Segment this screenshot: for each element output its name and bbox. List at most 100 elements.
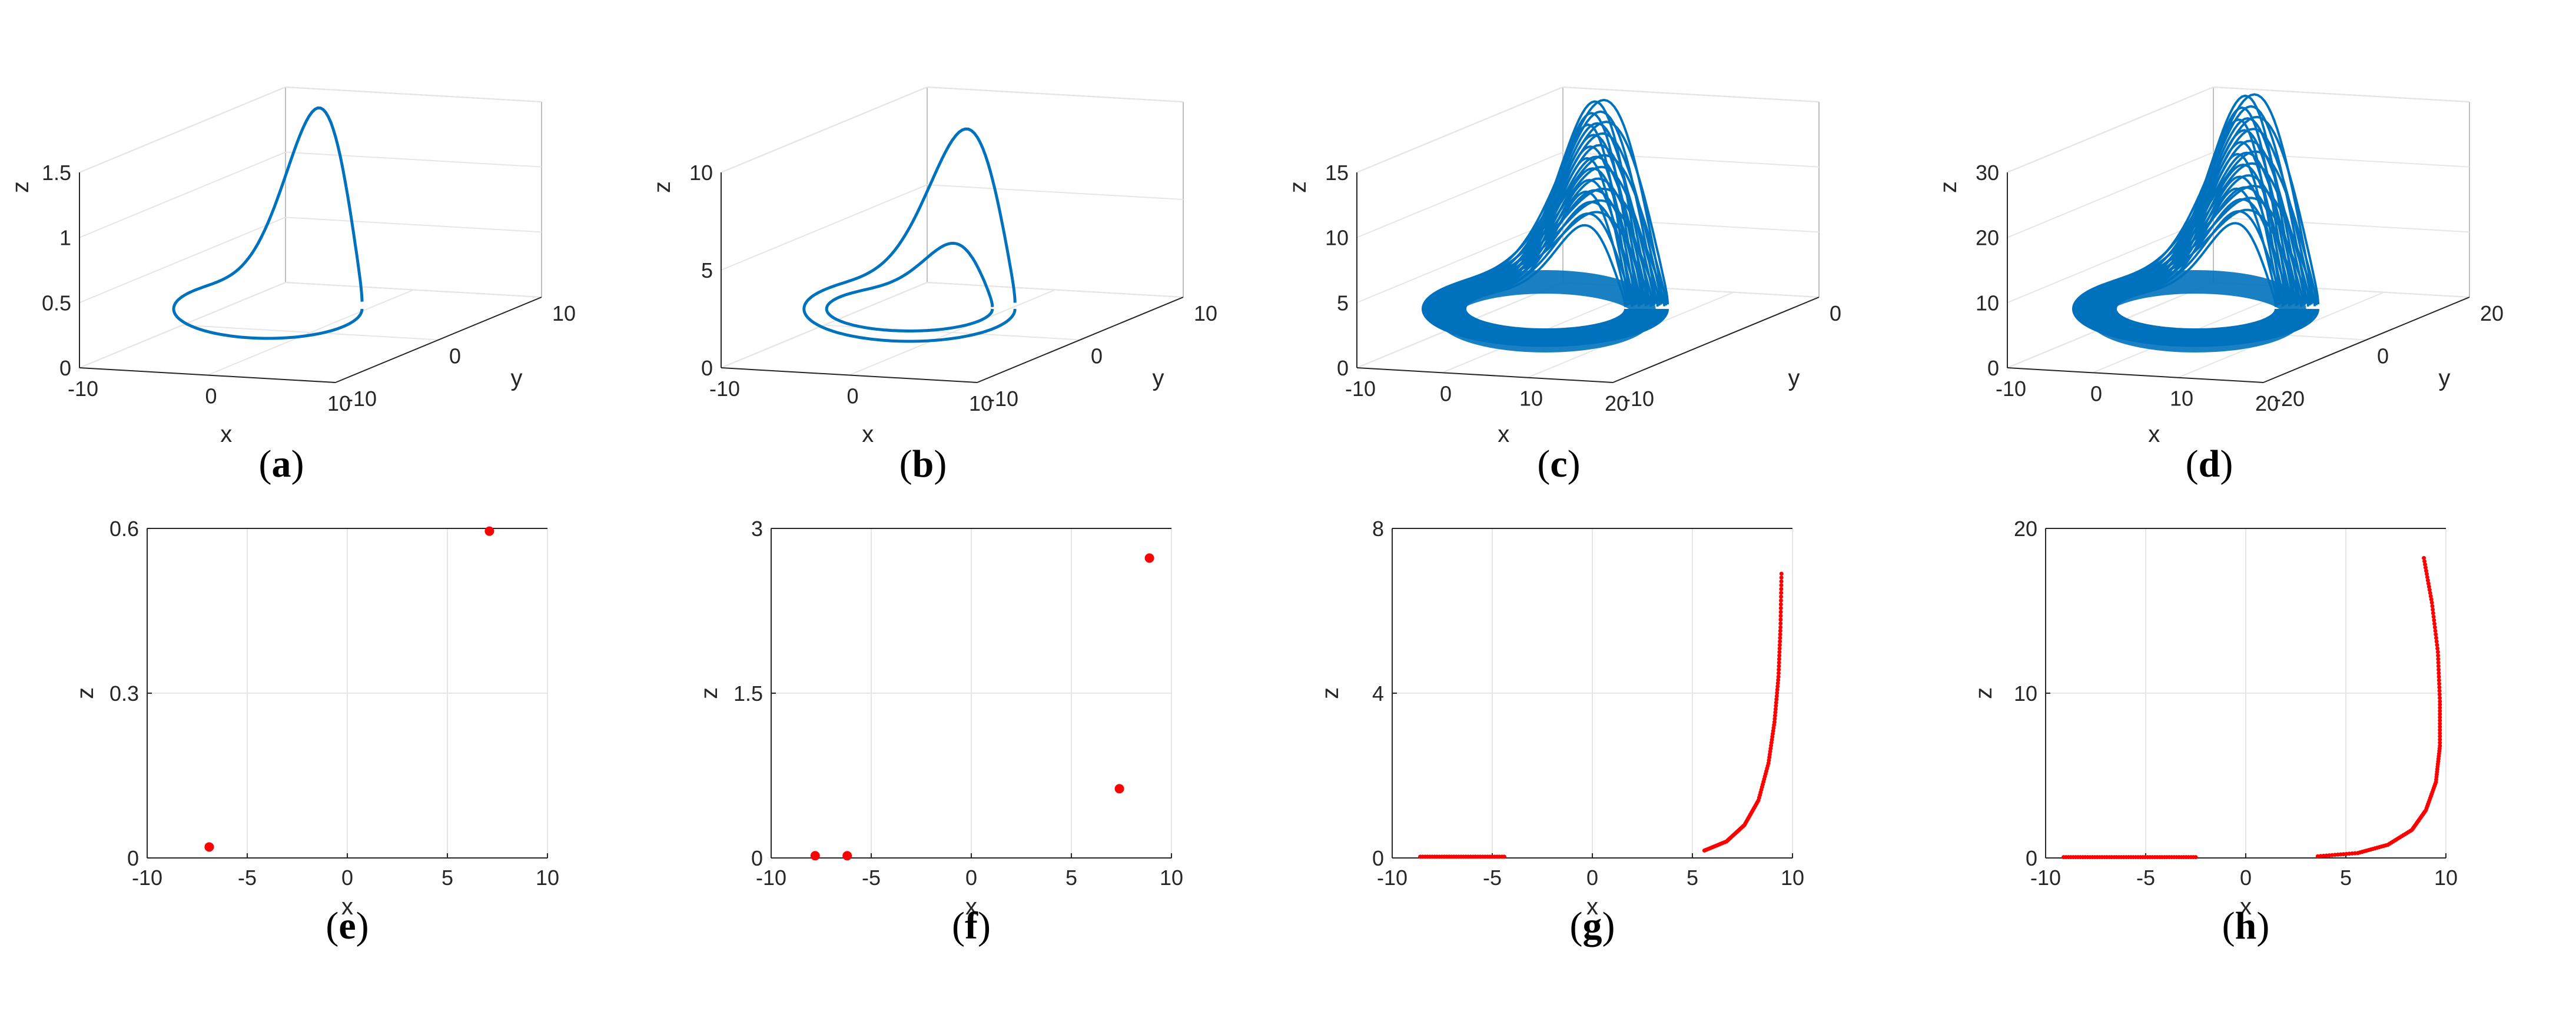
section-point [1777,660,1781,665]
section-point [2425,578,2430,583]
z-tick-label: 0 [1987,356,1999,380]
section-point [2437,685,2442,690]
section-point [2428,591,2432,596]
y-tick-label: 0 [127,846,139,870]
section-point [1144,553,1154,563]
x-tick-label: 0 [2090,381,2102,405]
section-point [2433,628,2438,633]
section-point [1778,632,1782,637]
section-point [842,851,852,861]
x-tick-label: 10 [2434,866,2458,890]
grid-line [1562,217,1820,233]
grid-line [285,151,542,168]
y-tick-label: 0 [751,846,763,870]
x-tick-label: 0 [1440,381,1452,405]
scatter-panel-e: -10 -5 0 5 10 0 0.3 0.6 x z (e) [72,517,559,947]
x-tick-label: -10 [1996,377,2026,401]
panel-caption: (h) [2222,904,2270,947]
trajectory-line [825,241,994,332]
section-point [1776,671,1781,676]
section-point [2431,607,2435,612]
y-tick-label: 20 [2480,301,2504,325]
section-point [2438,696,2442,700]
section-point [1779,571,1784,576]
y-tick-label: -10 [988,387,1018,411]
grid-line [2007,217,2214,304]
section-point [2431,614,2436,619]
y-tick-label: -10 [1624,387,1654,411]
x-tick-label: 0 [2240,866,2252,890]
x-tick-label: -5 [1483,866,1502,890]
x-tick-label: -10 [1345,377,1376,401]
section-point [2431,611,2435,616]
section-point [2429,597,2434,602]
grid-line [927,87,1184,102]
section-point [1777,667,1781,672]
trajectory-band [2085,270,2306,352]
z-axis-label: z [1285,181,1311,193]
section-point [1775,691,1780,695]
y-axis-label: z [1317,687,1343,699]
grid-line [2213,87,2470,102]
y-axis-label: z [72,687,98,699]
section-point [1777,646,1782,651]
section-point [2435,643,2439,647]
x-axis-label: x [220,421,232,447]
section-point [1777,657,1781,661]
grid-line [182,324,439,341]
section-point [2438,702,2442,707]
grid-line [79,87,286,173]
y-tick-label: 0 [1830,301,1841,325]
section-point [2438,708,2442,713]
y-tick-label: 3 [751,517,763,541]
section-point [2424,568,2428,573]
section-point [1779,575,1784,580]
x-axis-label: x [2148,421,2160,447]
y-axis-line [1612,297,1820,383]
y-tick-label: 1.5 [733,681,763,706]
section-point [2438,728,2442,733]
section-point [1778,639,1782,644]
section-point [2435,650,2440,654]
section-point [1778,621,1783,626]
x-tick-label: -10 [709,377,740,401]
grid-line [927,282,1184,298]
section-point [2427,587,2432,592]
z-tick-label: 5 [701,258,713,282]
section-point [2438,724,2442,729]
section-point [2436,664,2441,668]
section-point [2438,737,2442,742]
y-tick-label: 8 [1372,517,1384,541]
grid-line [79,151,286,238]
trajectory-line [172,106,364,340]
section-point [1775,684,1780,688]
y-tick-label: 0.6 [109,517,139,541]
section-point [1776,678,1781,682]
trajectory [802,127,1017,343]
x-tick-label: -5 [238,866,257,890]
poincare-section-panels: -10 -5 0 5 10 0 0.3 0.6 x z (e) -10 -5 0 5 10 0 1.5 3 x z (f)… [72,517,2458,947]
x-tick-label: 5 [1065,866,1077,890]
x-tick-label: 10 [536,866,559,890]
y-tick-label: 0 [2377,344,2389,368]
section-point [810,851,820,861]
x-tick-label: 5 [2340,866,2352,890]
section-point [2430,604,2435,608]
section-point [2436,671,2441,676]
y-tick-label: -10 [346,387,377,411]
x-axis-line [2007,367,2264,383]
y-axis-label: y [511,365,523,391]
section-point [2437,681,2442,686]
grid-line [285,217,542,233]
section-point [2426,581,2431,586]
section-point [2432,618,2436,623]
section-point [204,842,214,852]
section-point [1779,591,1784,595]
x-tick-label: 20 [2255,391,2279,415]
section-point [1772,717,1777,721]
section-point [2437,688,2442,693]
y-axis-line [977,297,1184,383]
x-tick-label: 0 [847,384,858,408]
x-axis-label: x [2240,894,2252,920]
